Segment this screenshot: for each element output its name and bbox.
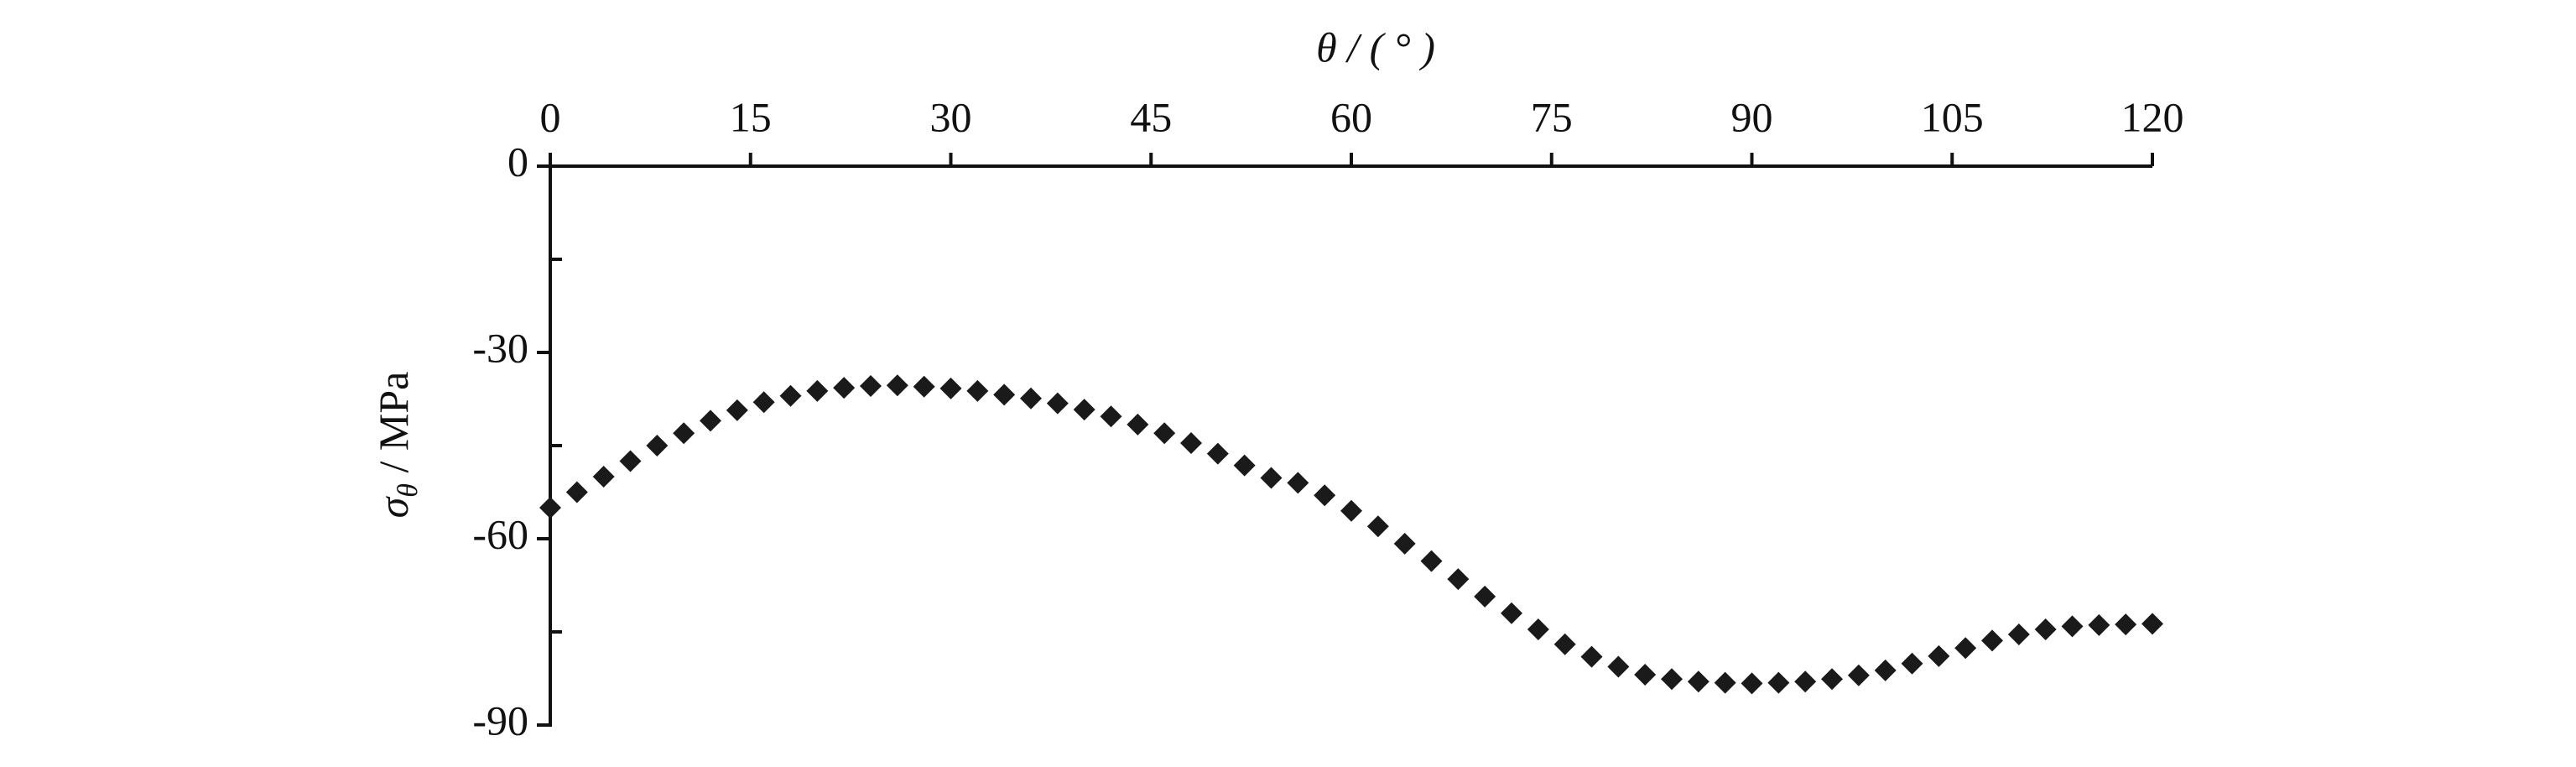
marker: [1046, 392, 1069, 415]
y-tick-label: 0: [507, 138, 528, 185]
marker: [1794, 670, 1817, 693]
marker: [1127, 413, 1149, 436]
marker: [1020, 387, 1042, 410]
x-tick-label: 90: [1731, 93, 1773, 140]
x-axis-title: θ / ( ° ): [1316, 23, 1435, 70]
y-tick-label: -60: [472, 510, 528, 557]
marker: [1340, 499, 1362, 522]
marker: [1661, 668, 1683, 691]
marker: [2141, 613, 2163, 635]
y-axis-title: σθ / MPa: [370, 372, 423, 519]
x-tick-label: 75: [1531, 93, 1573, 140]
marker: [1393, 532, 1416, 555]
marker: [726, 399, 748, 421]
marker: [1501, 602, 1522, 624]
marker: [592, 466, 615, 488]
marker: [700, 410, 721, 432]
marker: [1100, 405, 1122, 428]
marker: [779, 384, 802, 407]
x-tick-label: 105: [1921, 93, 1984, 140]
marker: [1287, 472, 1309, 494]
marker: [673, 422, 695, 445]
marker: [2115, 613, 2137, 636]
marker: [1073, 399, 1095, 421]
marker: [1314, 484, 1336, 507]
marker: [1180, 432, 1202, 455]
x-tick-label: 15: [730, 93, 772, 140]
y-title-subscript: θ: [393, 483, 424, 498]
marker: [1366, 515, 1389, 538]
marker: [2088, 613, 2110, 636]
marker: [619, 450, 642, 472]
marker: [966, 379, 989, 402]
marker: [1233, 454, 1256, 477]
marker: [646, 435, 669, 457]
marker: [1580, 645, 1603, 668]
marker: [1821, 668, 1843, 691]
marker: [1527, 618, 1549, 641]
marker: [1767, 671, 1790, 694]
marker: [806, 379, 829, 402]
marker: [1714, 671, 1736, 694]
marker: [1420, 550, 1443, 572]
marker: [2007, 623, 2030, 645]
x-tick-label: 120: [2121, 93, 2184, 140]
y-tick-label: -90: [472, 697, 528, 744]
marker: [1741, 672, 1763, 695]
marker: [1474, 585, 1496, 608]
marker: [1954, 637, 1977, 660]
marker: [2034, 618, 2057, 641]
marker: [1153, 422, 1176, 445]
x-tick-label: 60: [1330, 93, 1372, 140]
marker: [1874, 659, 1897, 681]
marker: [833, 377, 856, 399]
marker: [1553, 633, 1576, 655]
marker: [1634, 664, 1657, 686]
x-tick-label: 30: [930, 93, 972, 140]
y-tick-label: -30: [472, 324, 528, 371]
marker: [539, 497, 561, 519]
y-title-symbol: σ: [370, 495, 417, 518]
marker: [939, 377, 962, 399]
marker: [1928, 644, 1950, 667]
marker: [886, 374, 908, 397]
marker: [1847, 664, 1870, 686]
marker: [1687, 670, 1710, 693]
x-tick-label: 45: [1130, 93, 1172, 140]
y-title-unit: / MPa: [370, 372, 417, 483]
marker: [1447, 568, 1470, 591]
marker: [913, 375, 935, 398]
marker: [1206, 442, 1229, 465]
marker: [1607, 655, 1630, 678]
marker: [993, 384, 1016, 406]
marker: [1981, 629, 2003, 652]
marker: [565, 481, 588, 504]
marker: [860, 374, 882, 397]
marker: [1260, 467, 1283, 489]
x-tick-label: 0: [540, 93, 561, 140]
marker: [1901, 652, 1923, 675]
marker: [2061, 615, 2084, 638]
marker: [752, 391, 775, 414]
